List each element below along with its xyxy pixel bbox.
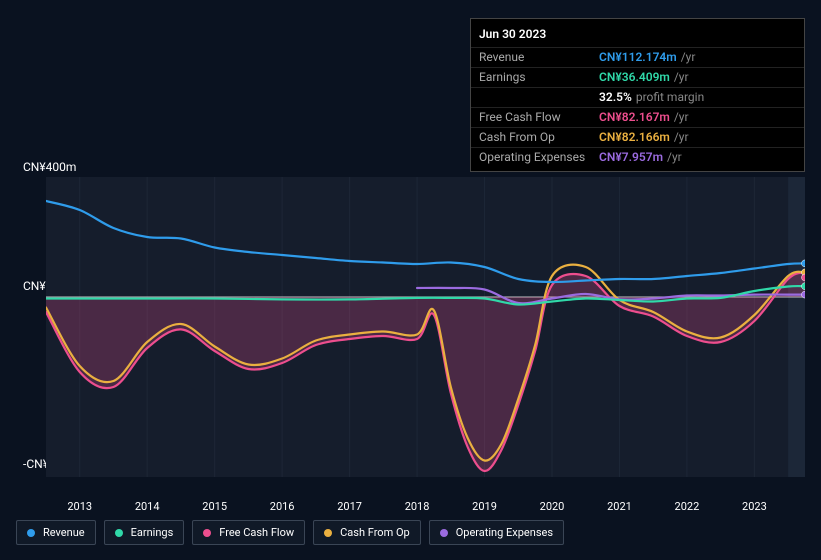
legend-item[interactable]: Earnings [104, 520, 185, 545]
legend-label: Free Cash Flow [219, 526, 294, 539]
tooltip-row-value: CN¥7.957m [599, 150, 663, 164]
tooltip-row: Operating ExpensesCN¥7.957m/yr [471, 147, 804, 167]
x-tick: 2022 [675, 500, 700, 513]
tooltip-row-label: Free Cash Flow [479, 110, 599, 124]
x-tick: 2019 [472, 500, 497, 513]
chart-container: CN¥400m CN¥0 -CN¥600m [16, 155, 805, 495]
tooltip-row-value: 32.5% [599, 90, 632, 104]
tooltip-row-suffix: /yr [667, 150, 682, 164]
x-tick: 2013 [67, 500, 92, 513]
tooltip-row-value: CN¥36.409m [599, 70, 670, 84]
tooltip-row-label: Revenue [479, 50, 599, 64]
summary-tooltip: Jun 30 2023 RevenueCN¥112.174m/yrEarning… [470, 18, 805, 172]
tooltip-row-suffix: /yr [674, 70, 689, 84]
tooltip-row: EarningsCN¥36.409m/yr [471, 67, 804, 87]
x-tick: 2017 [337, 500, 362, 513]
tooltip-row: Cash From OpCN¥82.166m/yr [471, 127, 804, 147]
x-tick: 2014 [135, 500, 160, 513]
legend-label: Earnings [131, 526, 174, 539]
tooltip-date: Jun 30 2023 [471, 23, 804, 47]
tooltip-row-suffix: /yr [674, 110, 689, 124]
legend-dot-icon [440, 529, 448, 537]
legend-item[interactable]: Free Cash Flow [192, 520, 305, 545]
tooltip-row: 32.5% profit margin [471, 87, 804, 107]
legend-label: Operating Expenses [456, 526, 553, 539]
tooltip-row: RevenueCN¥112.174m/yr [471, 47, 804, 67]
financials-chart[interactable] [46, 177, 805, 477]
tooltip-row-value: CN¥112.174m [599, 50, 677, 64]
tooltip-row: Free Cash FlowCN¥82.167m/yr [471, 107, 804, 127]
tooltip-row-label: Cash From Op [479, 130, 599, 144]
legend-item[interactable]: Operating Expenses [429, 520, 564, 545]
x-tick: 2023 [742, 500, 767, 513]
tooltip-row-suffix: /yr [681, 50, 696, 64]
legend-dot-icon [324, 529, 332, 537]
x-tick: 2016 [270, 500, 295, 513]
legend-dot-icon [203, 529, 211, 537]
y-label-max: CN¥400m [23, 160, 76, 174]
x-tick: 2020 [540, 500, 565, 513]
tooltip-row-suffix: /yr [674, 130, 689, 144]
x-tick: 2021 [607, 500, 632, 513]
x-tick: 2018 [405, 500, 430, 513]
tooltip-row-value: CN¥82.167m [599, 110, 670, 124]
legend-dot-icon [27, 529, 35, 537]
tooltip-row-suffix: profit margin [636, 90, 704, 104]
legend: Revenue Earnings Free Cash Flow Cash From O… [16, 520, 564, 545]
x-axis: 2013 2014 2015 2016 2017 2018 2019 2020 2021 2022… [16, 500, 805, 518]
x-tick: 2015 [202, 500, 227, 513]
tooltip-row-label [479, 90, 599, 104]
legend-item[interactable]: Cash From Op [313, 520, 421, 545]
tooltip-row-label: Earnings [479, 70, 599, 84]
legend-dot-icon [115, 529, 123, 537]
legend-label: Revenue [43, 526, 85, 539]
tooltip-row-label: Operating Expenses [479, 150, 599, 164]
legend-label: Cash From Op [340, 526, 410, 539]
legend-item[interactable]: Revenue [16, 520, 96, 545]
tooltip-row-value: CN¥82.166m [599, 130, 670, 144]
